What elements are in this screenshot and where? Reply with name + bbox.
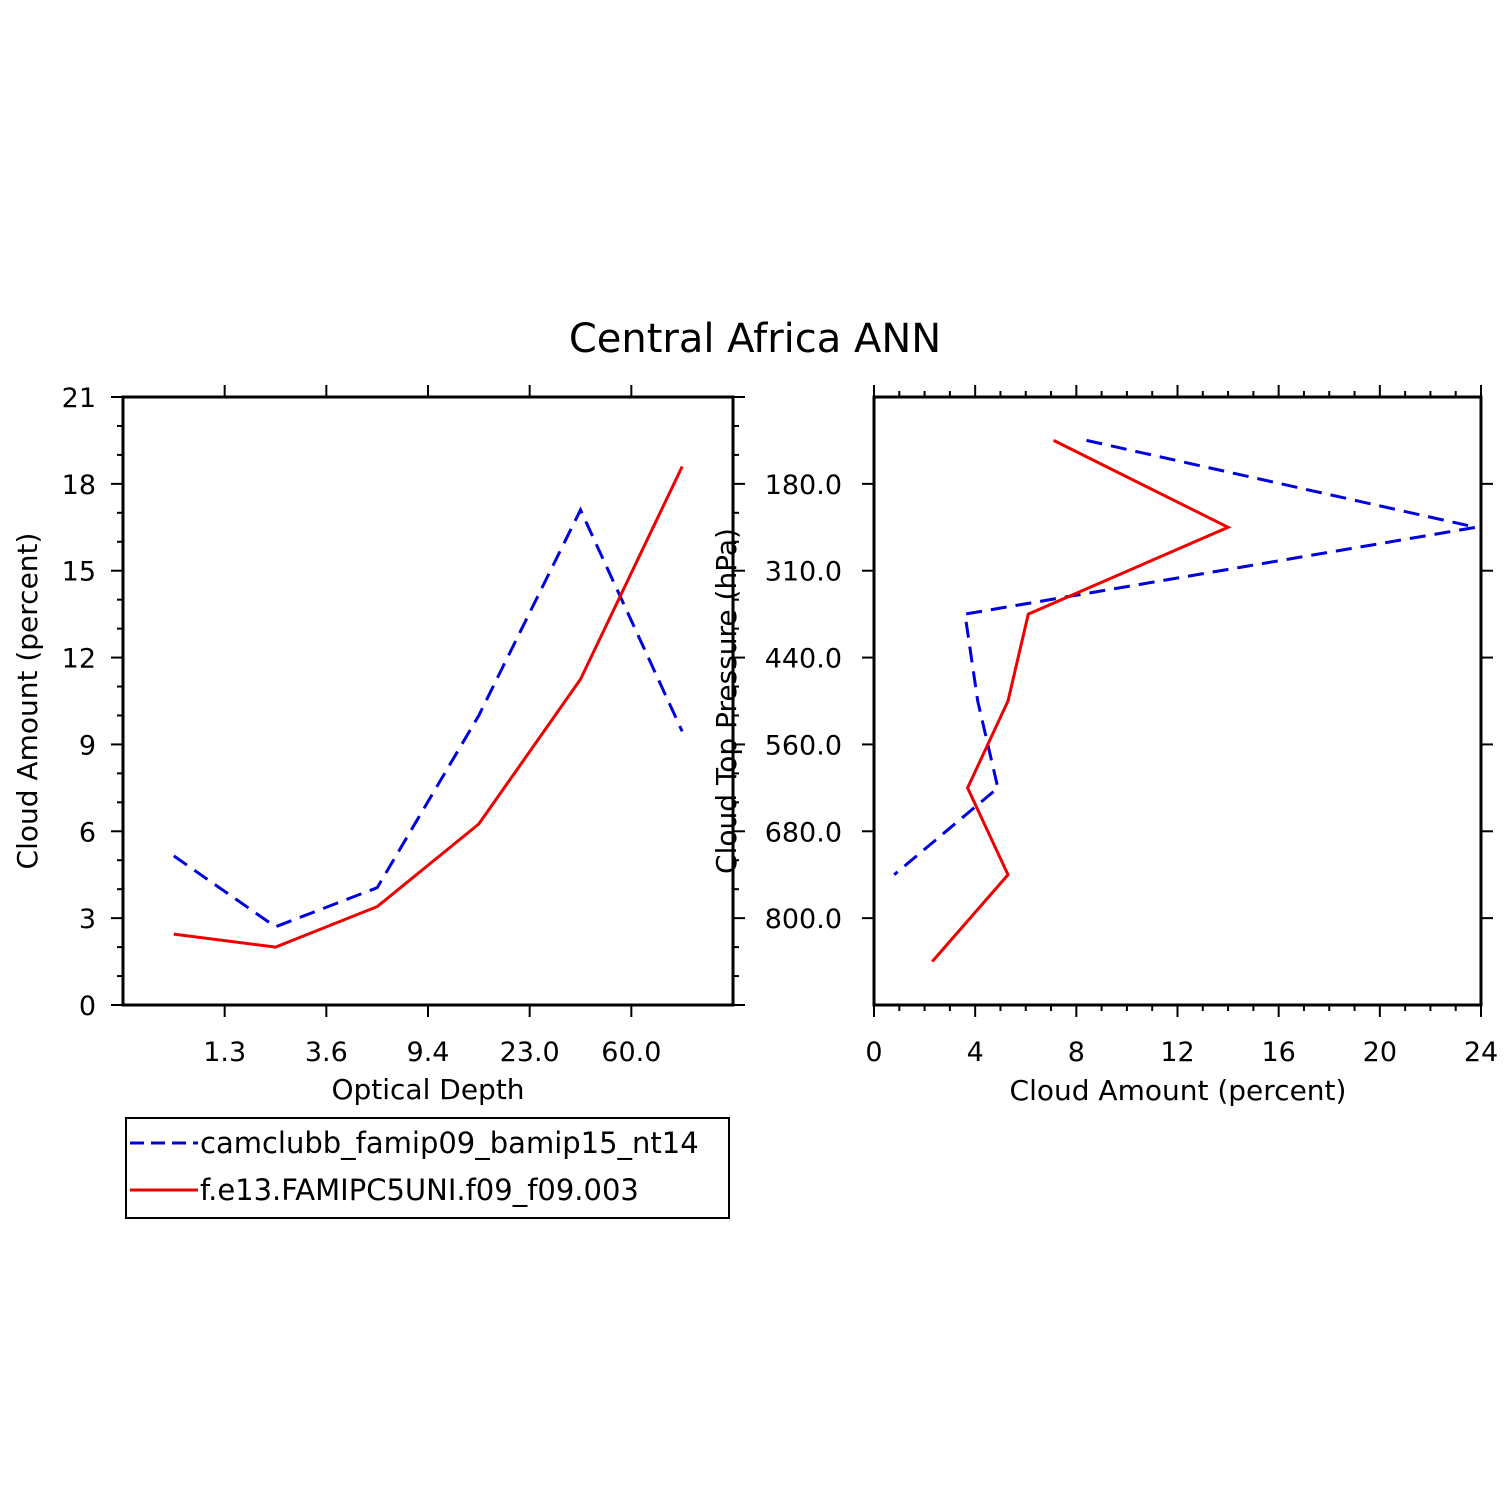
cloud-top-pressure-ticks: 0 4 8 12 16 20 24 180.0 310.0 440.0 560.0 680.0 800.… [765,385,1498,1068]
optical-depth-x-tick-label: 9.4 [407,1037,450,1068]
cloud-top-pressure-x-tick-label: 0 [865,1037,882,1068]
legend-box [125,1117,730,1219]
optical-depth-series-line-1 [173,465,684,949]
optical-depth-panel: 0 3 6 9 12 15 18 21 1.3 3.6 9.4 23.0 60.0 Optical De… [11,383,745,1106]
optical-depth-x-axis-label: Optical Depth [331,1073,524,1106]
optical-depth-x-tick-label: 60.0 [601,1037,661,1068]
cloud-top-pressure-y-tick-label: 800.0 [765,904,842,935]
legend-label-dashed: camclubb_famip09_bamip15_nt14 [200,1126,699,1160]
cloud-top-pressure-y-axis-label: Cloud Top Pressure (hPa) [710,528,743,874]
cloud-top-pressure-y-tick-label: 560.0 [765,730,842,761]
cloud-top-pressure-y-tick-label: 680.0 [765,817,842,848]
optical-depth-series-line-0 [172,506,684,929]
optical-depth-y-axis-label: Cloud Amount (percent) [11,533,44,870]
optical-depth-y-tick-label: 15 [62,557,96,588]
cloud-top-pressure-series-line-1 [931,439,1232,963]
cloud-top-pressure-x-tick-label: 4 [967,1037,984,1068]
optical-depth-x-tick-label: 23.0 [500,1037,560,1068]
optical-depth-y-tick-label: 12 [62,644,96,675]
cloud-top-pressure-x-tick-label: 20 [1363,1037,1397,1068]
optical-depth-x-tick-label: 3.6 [305,1037,348,1068]
optical-depth-y-tick-label: 0 [79,991,96,1022]
cloud-top-pressure-y-tick-label: 180.0 [765,470,842,501]
cloud-top-pressure-x-tick-label: 8 [1068,1037,1085,1068]
cloud-top-pressure-x-tick-label: 12 [1160,1037,1194,1068]
legend-label-solid: f.e13.FAMIPC5UNI.f09_f09.003 [200,1173,639,1207]
optical-depth-plot-frame [121,395,735,1007]
optical-depth-ticks: 0 3 6 9 12 15 18 21 1.3 3.6 9.4 23.0 60.0 [62,383,745,1068]
optical-depth-y-tick-label: 9 [79,730,96,761]
cloud-top-pressure-panel: 0 4 8 12 16 20 24 180.0 310.0 440.0 560.0 680.0 800.… [710,385,1498,1107]
cloud-top-pressure-x-tick-label: 16 [1261,1037,1295,1068]
optical-depth-y-tick-label: 21 [62,383,96,414]
optical-depth-y-tick-label: 6 [79,817,96,848]
optical-depth-y-tick-label: 18 [62,470,96,501]
chart-title: Central Africa ANN [569,316,941,362]
legend: camclubb_famip09_bamip15_nt14 f.e13.FAMI… [125,1117,730,1219]
cloud-top-pressure-series [893,438,1477,963]
optical-depth-series [172,465,684,949]
cloud-top-pressure-series-line-0 [893,438,1477,876]
cloud-top-pressure-x-axis-label: Cloud Amount (percent) [1010,1074,1347,1107]
optical-depth-x-tick-label: 1.3 [203,1037,246,1068]
cloud-top-pressure-y-tick-label: 440.0 [765,644,842,675]
cloud-top-pressure-y-tick-label: 310.0 [765,557,842,588]
cloud-top-pressure-x-tick-label: 24 [1464,1037,1498,1068]
optical-depth-y-tick-label: 3 [79,904,96,935]
cloud-top-pressure-plot-frame [872,395,1483,1007]
